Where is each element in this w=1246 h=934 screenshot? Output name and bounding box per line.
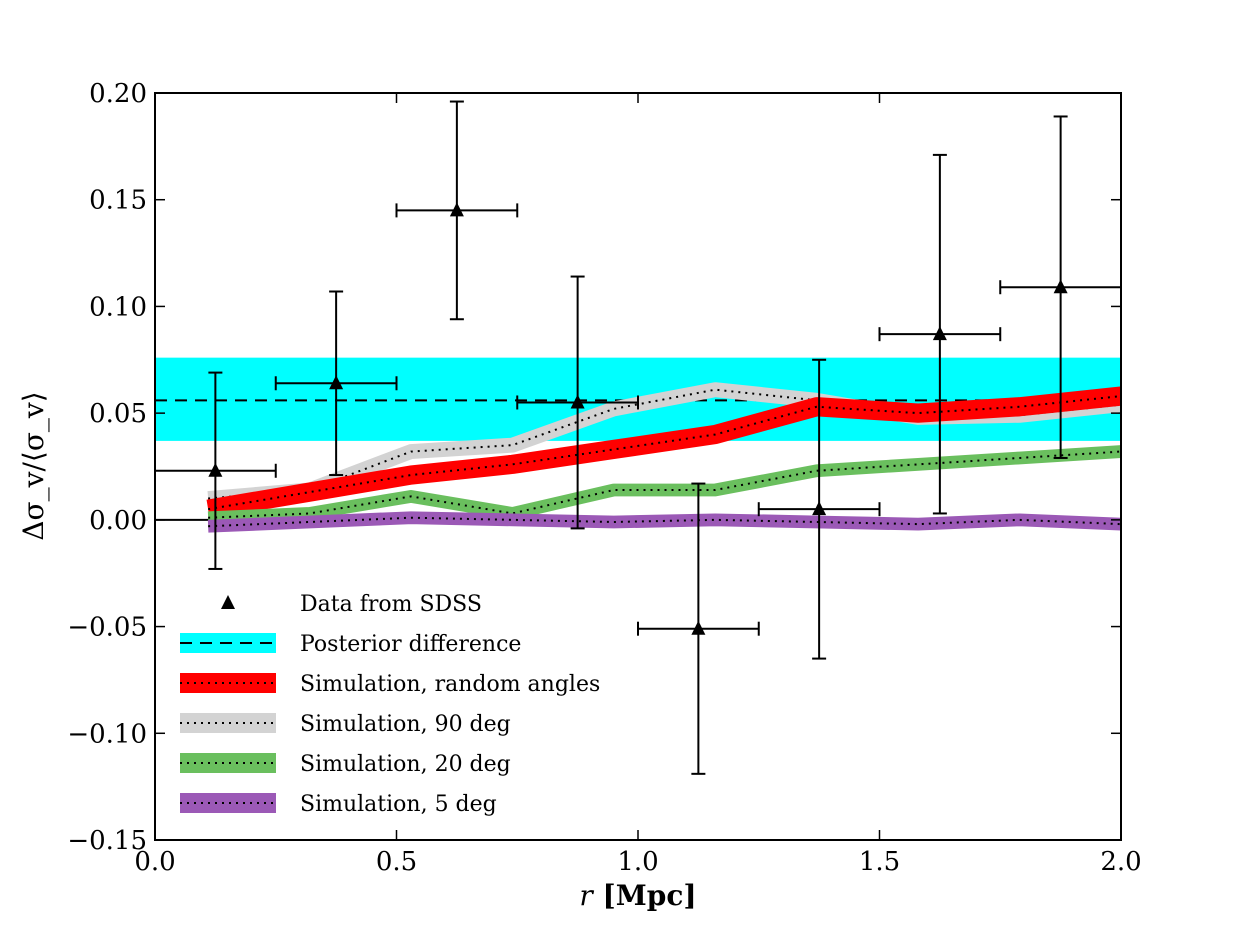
legend-entry: Simulation, 90 deg [180, 712, 511, 737]
triangle-marker [208, 462, 223, 477]
data-point [637, 482, 760, 775]
legend-entry: Simulation, 20 deg [180, 752, 511, 777]
x-tick-label: 1.5 [859, 847, 900, 877]
legend-marker [221, 595, 235, 609]
y-tick-label: −0.15 [67, 826, 147, 856]
series-line-simulation-5-deg [208, 516, 1121, 528]
data-point [757, 358, 881, 660]
legend-entry: Data from SDSS [221, 592, 482, 617]
legend-swatch [180, 753, 276, 773]
x-tick-label: 2.0 [1100, 847, 1141, 877]
legend-label: Simulation, 90 deg [300, 712, 511, 737]
triangle-marker [449, 202, 464, 217]
legend-swatch [180, 673, 276, 693]
legend-label: Simulation, 5 deg [300, 792, 497, 817]
legend-label: Simulation, 20 deg [300, 752, 511, 777]
y-tick-label: 0.10 [89, 292, 147, 322]
data-point [274, 290, 398, 477]
series-layer [206, 382, 1121, 533]
legend: Data from SDSS Posterior difference Simula… [180, 592, 600, 817]
data-layer [154, 100, 1122, 775]
legend-entry: Simulation, random angles [180, 672, 600, 697]
triangle-marker [1053, 279, 1068, 294]
triangle-marker [570, 394, 585, 409]
data-point [878, 153, 1002, 515]
y-axis-label: Δσ_v/⟨σ_v⟩ [17, 391, 50, 540]
legend-swatch [180, 793, 276, 813]
triangle-marker [691, 620, 706, 635]
y-tick-label: 0.15 [89, 186, 147, 216]
legend-label: Data from SDSS [300, 592, 482, 617]
triangle-marker [329, 375, 344, 390]
x-axis-label: r [Mpc] [579, 879, 696, 912]
x-tick-label: 0.0 [134, 847, 175, 877]
data-point [395, 100, 519, 321]
series-line-simulation-random-angles [207, 395, 1121, 511]
y-tick-label: 0.20 [89, 79, 147, 109]
legend-swatch [180, 713, 276, 733]
legend-label: Posterior difference [300, 632, 521, 657]
triangle-marker [812, 501, 827, 516]
triangle-marker [932, 326, 947, 341]
data-point [999, 115, 1122, 459]
ticks-layer: 0.0 0.5 1.0 1.5 2.0 −0.15 −0.10 −0.05 0.00 0.05 0.… [67, 79, 1141, 877]
legend-label: Simulation, random angles [300, 672, 600, 697]
x-tick-label: 1.0 [617, 847, 658, 877]
series-band-simulation-5-deg [207, 511, 1121, 533]
data-point [516, 275, 639, 530]
x-tick-label: 0.5 [376, 847, 417, 877]
series-line-simulation-20-deg [208, 450, 1121, 519]
y-tick-label: −0.05 [67, 613, 147, 643]
legend-entry: Posterior difference [180, 632, 521, 657]
y-tick-label: 0.05 [89, 399, 147, 429]
y-tick-label: −0.10 [67, 719, 147, 749]
legend-entry: Simulation, 5 deg [180, 792, 497, 817]
y-tick-label: 0.00 [89, 506, 147, 536]
